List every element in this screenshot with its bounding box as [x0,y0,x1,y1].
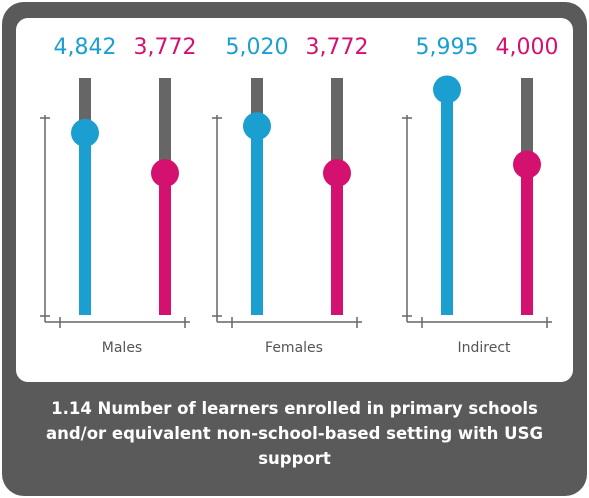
bar [331,173,343,315]
bar [159,173,171,315]
bar [521,164,533,315]
bar [251,126,263,316]
slider-knob [151,159,179,188]
slider-knob [71,118,99,147]
panel [16,18,573,382]
value-label: 5,020 [226,35,289,60]
bar [441,89,453,315]
value-label: 3,772 [134,35,197,60]
chart-title: 1.14 Number of learners enrolled in prim… [45,399,543,468]
x-tick-label: Females [265,340,323,356]
slider-knob [433,75,461,104]
slider-knob [323,159,351,188]
x-tick-label: Males [102,340,142,356]
x-tick-label: Indirect [457,340,511,356]
value-label: 4,000 [496,35,559,60]
bar [79,132,91,315]
value-label: 5,995 [416,35,479,60]
value-label: 3,772 [306,35,369,60]
slider-knob [243,112,271,141]
slider-knob [513,150,541,179]
value-label: 4,842 [54,35,117,60]
